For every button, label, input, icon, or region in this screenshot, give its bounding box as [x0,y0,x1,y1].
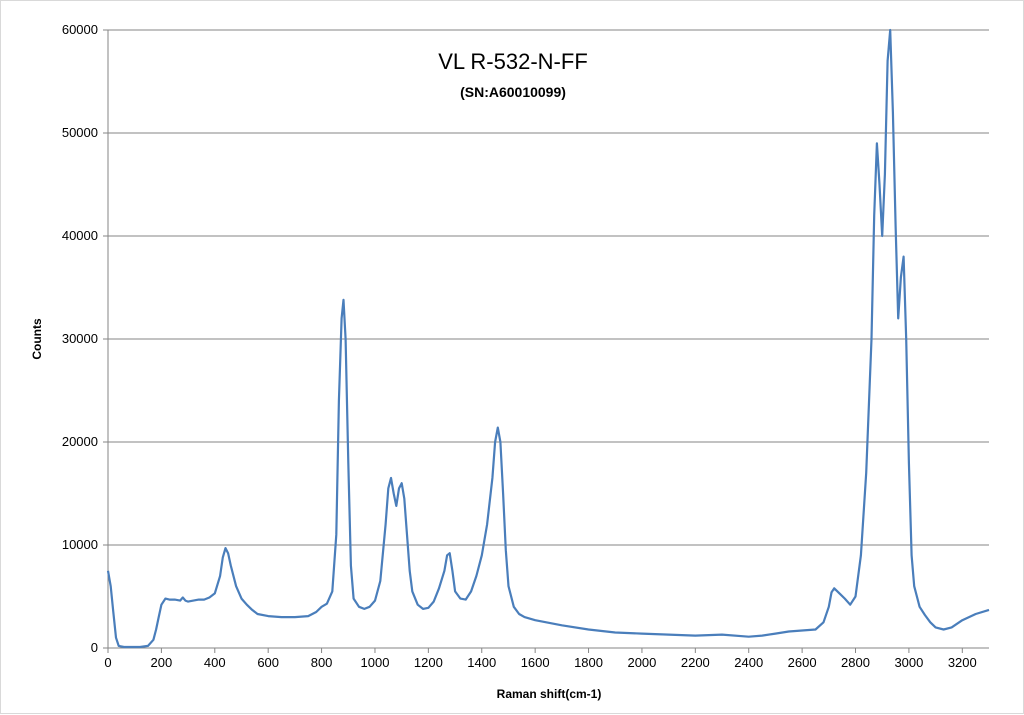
y-tick-label: 20000 [62,434,98,449]
x-tick-label: 200 [151,655,173,670]
x-tick-label: 600 [257,655,279,670]
x-tick-label: 2200 [681,655,710,670]
x-tick-label: 2600 [788,655,817,670]
chart-title: VL R-532-N-FF [438,49,588,74]
y-tick-label: 10000 [62,537,98,552]
x-tick-labels: 0 200 400 600 800 1000 1200 1400 1600 1800 2000 220… [104,655,976,670]
x-tick-label: 1800 [574,655,603,670]
x-tick-label: 3200 [948,655,977,670]
x-tick-label: 1200 [414,655,443,670]
x-tick-label: 2000 [627,655,656,670]
axes [103,29,989,653]
x-tick-label: 800 [311,655,333,670]
x-tick-label: 1000 [361,655,390,670]
y-tick-label: 40000 [62,228,98,243]
x-tick-label: 3000 [894,655,923,670]
y-tick-labels: 0 10000 20000 30000 40000 50000 60000 [62,22,98,655]
y-tick-label: 60000 [62,22,98,37]
x-tick-label: 2800 [841,655,870,670]
y-tick-label: 30000 [62,331,98,346]
y-tick-label: 50000 [62,125,98,140]
x-tick-label: 0 [104,655,111,670]
chart-subtitle: (SN:A60010099) [460,84,566,100]
x-tick-label: 400 [204,655,226,670]
y-axis-title: Counts [30,318,44,360]
y-tick-label: 0 [91,640,98,655]
gridlines [108,29,989,546]
x-axis-title: Raman shift(cm-1) [497,687,602,701]
x-tick-label: 2400 [734,655,763,670]
series-line [106,28,990,649]
x-tick-label: 1600 [521,655,550,670]
x-tick-label: 1400 [467,655,496,670]
